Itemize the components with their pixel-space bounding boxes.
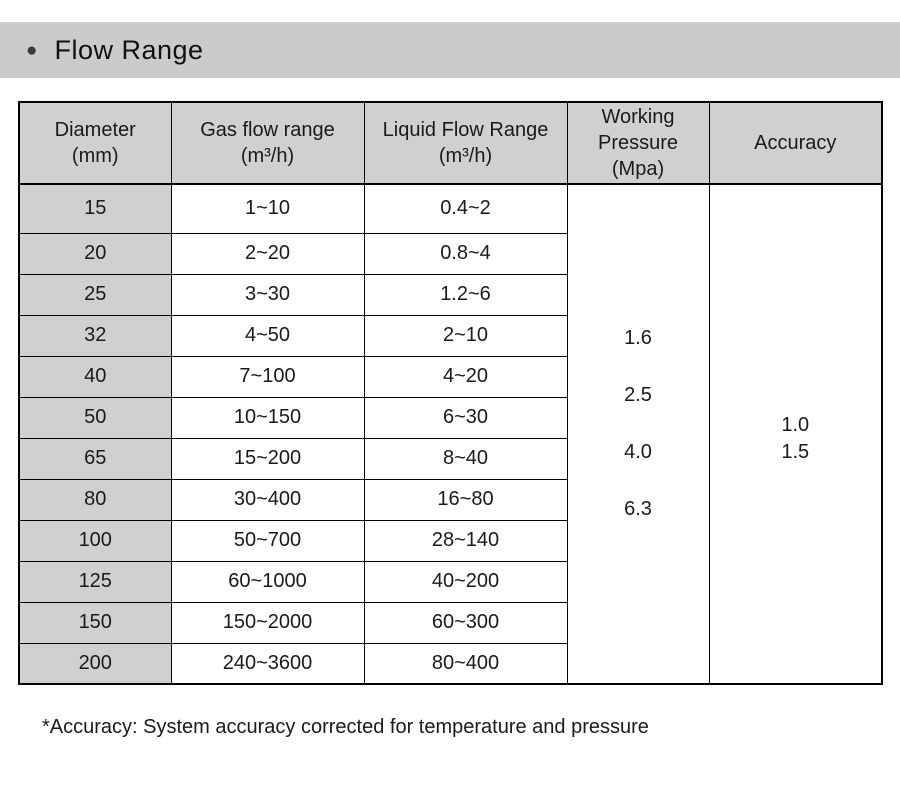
col-header-gas-flow-range: Gas flow range (m³/h) — [170, 101, 365, 185]
liquid-flow-cell: 8~40 — [363, 437, 568, 480]
diameter-cell: 150 — [18, 601, 172, 644]
section-header: ● Flow Range — [0, 22, 900, 78]
diameter-cell: 125 — [18, 560, 172, 603]
diameter-cell: 200 — [18, 642, 172, 685]
col-header-working-pressure: Working Pressure (Mpa) — [566, 101, 710, 185]
gas-flow-cell: 240~3600 — [170, 642, 365, 685]
table-row: 80 30~400 16~80 — [18, 478, 882, 521]
footnote: *Accuracy: System accuracy corrected for… — [42, 716, 649, 738]
gas-flow-cell: 7~100 — [170, 355, 365, 398]
accuracy-value: 1.5 — [781, 441, 810, 463]
liquid-flow-cell: 16~80 — [363, 478, 568, 521]
working-pressure-value: 2.5 — [624, 383, 652, 406]
table-row: 15 1~10 0.4~2 1.6 2.5 4.0 6.3 1.0 1.5 — [18, 183, 883, 685]
liquid-flow-cell: 4~20 — [363, 355, 568, 398]
col-header-accuracy: Accuracy — [708, 101, 883, 185]
liquid-flow-cell: 0.4~2 — [363, 183, 568, 234]
col-header-liquid-flow-range: Liquid Flow Range (m³/h) — [363, 101, 568, 185]
flow-range-table: Diameter (mm) Gas flow range (m³/h) Liqu… — [18, 101, 883, 685]
table-row: 65 15~200 8~40 — [18, 437, 882, 480]
diameter-cell: 80 — [18, 478, 172, 521]
liquid-flow-cell: 2~10 — [363, 314, 568, 357]
table-row: 25 3~30 1.2~6 — [18, 273, 882, 316]
gas-flow-cell: 30~400 — [170, 478, 365, 521]
table-row: 40 7~100 4~20 — [18, 355, 882, 398]
diameter-cell: 100 — [18, 519, 172, 562]
table-row: 200 240~3600 80~400 — [18, 642, 882, 685]
gas-flow-cell: 2~20 — [170, 232, 365, 275]
gas-flow-cell: 10~150 — [170, 396, 365, 439]
working-pressure-values: 1.6 2.5 4.0 6.3 — [568, 325, 708, 522]
diameter-cell: 15 — [18, 183, 172, 234]
working-pressure-value: 1.6 — [624, 326, 652, 349]
table-row: 20 2~20 0.8~4 — [18, 232, 882, 275]
table-row: 100 50~700 28~140 — [18, 519, 882, 562]
diameter-cell: 40 — [18, 355, 172, 398]
gas-flow-cell: 3~30 — [170, 273, 365, 316]
accuracy-cell: 1.0 1.5 — [708, 183, 883, 685]
gas-flow-cell: 150~2000 — [170, 601, 365, 644]
liquid-flow-cell: 40~200 — [363, 560, 568, 603]
liquid-flow-cell: 60~300 — [363, 601, 568, 644]
diameter-cell: 50 — [18, 396, 172, 439]
bullet-icon: ● — [26, 39, 38, 61]
accuracy-values: 1.0 1.5 — [710, 412, 881, 466]
diameter-cell: 65 — [18, 437, 172, 480]
accuracy-value: 1.0 — [781, 414, 810, 436]
diameter-cell: 20 — [18, 232, 172, 275]
table-header-row: Diameter (mm) Gas flow range (m³/h) Liqu… — [18, 101, 883, 185]
liquid-flow-cell: 80~400 — [363, 642, 568, 685]
liquid-flow-cell: 0.8~4 — [363, 232, 568, 275]
gas-flow-cell: 60~1000 — [170, 560, 365, 603]
working-pressure-value: 4.0 — [624, 440, 652, 463]
diameter-cell: 25 — [18, 273, 172, 316]
page-title: Flow Range — [54, 34, 204, 65]
table-row: 32 4~50 2~10 — [18, 314, 882, 357]
col-header-diameter: Diameter (mm) — [18, 101, 172, 185]
working-pressure-cell: 1.6 2.5 4.0 6.3 — [566, 183, 710, 685]
working-pressure-value: 6.3 — [624, 497, 652, 520]
gas-flow-cell: 4~50 — [170, 314, 365, 357]
gas-flow-cell: 15~200 — [170, 437, 365, 480]
diameter-cell: 32 — [18, 314, 172, 357]
liquid-flow-cell: 1.2~6 — [363, 273, 568, 316]
gas-flow-cell: 1~10 — [170, 183, 365, 234]
gas-flow-cell: 50~700 — [170, 519, 365, 562]
liquid-flow-cell: 6~30 — [363, 396, 568, 439]
liquid-flow-cell: 28~140 — [363, 519, 568, 562]
table-row: 50 10~150 6~30 — [18, 396, 882, 439]
